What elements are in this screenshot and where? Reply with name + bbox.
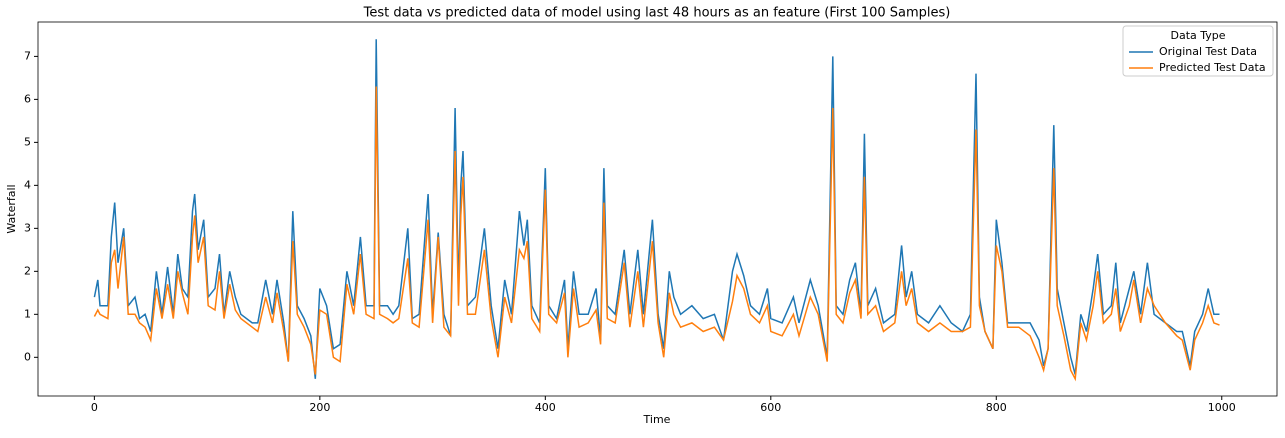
y-axis-label: Waterfall (5, 184, 18, 233)
x-axis-label: Time (643, 413, 671, 426)
legend-label: Original Test Data (1159, 45, 1257, 58)
y-tick-label: 2 (24, 264, 31, 277)
chart-title: Test data vs predicted data of model usi… (363, 6, 951, 21)
x-tick-label: 600 (760, 401, 781, 414)
y-tick-label: 1 (24, 307, 31, 320)
x-tick-label: 400 (535, 401, 556, 414)
y-tick-label: 3 (24, 221, 31, 234)
x-tick-label: 0 (91, 401, 98, 414)
x-tick-label: 1000 (1208, 401, 1236, 414)
y-tick-label: 5 (24, 135, 31, 148)
y-tick-label: 0 (24, 350, 31, 363)
line-series (93, 86, 1220, 382)
y-tick-label: 4 (24, 178, 31, 191)
legend-title: Data Type (1170, 29, 1225, 42)
y-tick-label: 6 (24, 92, 31, 105)
x-tick-label: 800 (986, 401, 1007, 414)
x-tick-label: 200 (309, 401, 330, 414)
legend-label: Predicted Test Data (1159, 61, 1266, 74)
y-tick-label: 7 (24, 49, 31, 62)
plot-frame (37, 21, 1278, 397)
line-series (93, 39, 1220, 379)
legend-box (1122, 25, 1274, 77)
